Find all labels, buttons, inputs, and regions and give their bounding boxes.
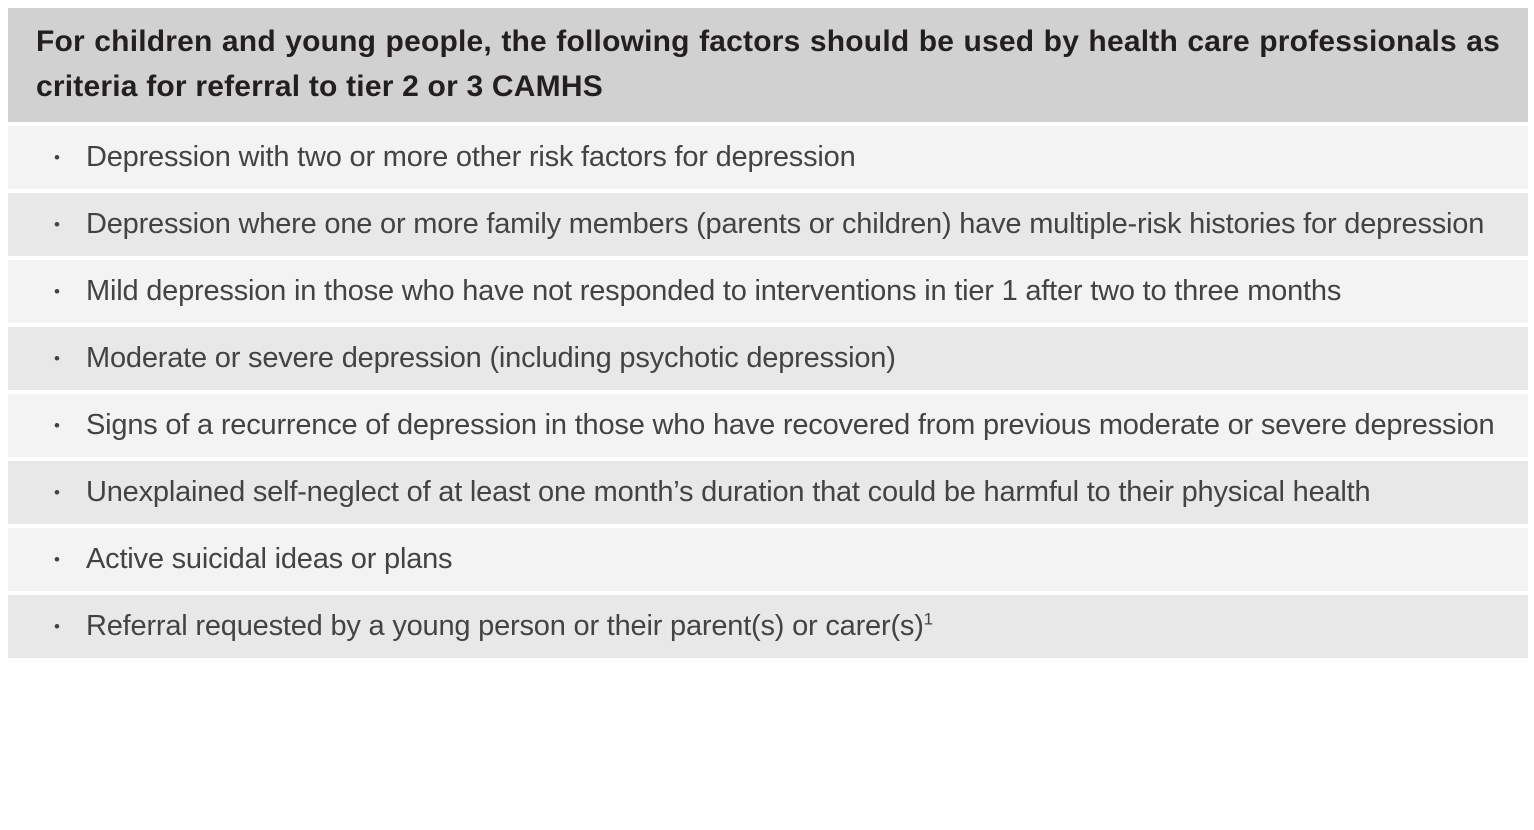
bullet-icon: • [54,416,60,435]
referral-criteria-panel: For children and young people, the follo… [8,8,1528,658]
criterion-row-1: • Depression with two or more other risk… [8,126,1528,189]
bullet-icon: • [54,550,60,569]
bullet-icon: • [54,483,60,502]
criterion-row-7: • Active suicidal ideas or plans [8,528,1528,591]
panel-header-text: For children and young people, the follo… [36,25,1500,103]
criterion-text-main: Referral requested by a young person or … [86,610,924,642]
criterion-text: Referral requested by a young person or … [86,605,1498,648]
criterion-row-3: • Mild depression in those who have not … [8,260,1528,323]
bullet-icon: • [54,148,60,167]
criterion-row-5: • Signs of a recurrence of depression in… [8,394,1528,457]
footnote-marker: 1 [923,609,933,629]
bullet-icon: • [54,282,60,301]
criterion-text: Moderate or severe depression (including… [86,342,896,374]
criterion-row-8: • Referral requested by a young person o… [8,595,1528,658]
criterion-text: Active suicidal ideas or plans [86,543,453,575]
bullet-icon: • [54,349,60,368]
bullet-icon: • [54,215,60,234]
panel-header: For children and young people, the follo… [8,8,1528,122]
criterion-row-4: • Moderate or severe depression (includi… [8,327,1528,390]
criterion-text: Signs of a recurrence of depression in t… [86,409,1495,441]
bullet-icon: • [54,617,60,636]
criterion-text: Depression with two or more other risk f… [86,141,856,173]
criterion-row-6: • Unexplained self-neglect of at least o… [8,461,1528,524]
criterion-text: Depression where one or more family memb… [86,208,1485,240]
criterion-row-2: • Depression where one or more family me… [8,193,1528,256]
criteria-list: • Depression with two or more other risk… [8,126,1528,658]
criterion-text: Mild depression in those who have not re… [86,275,1342,307]
criterion-text: Unexplained self-neglect of at least one… [86,476,1371,508]
